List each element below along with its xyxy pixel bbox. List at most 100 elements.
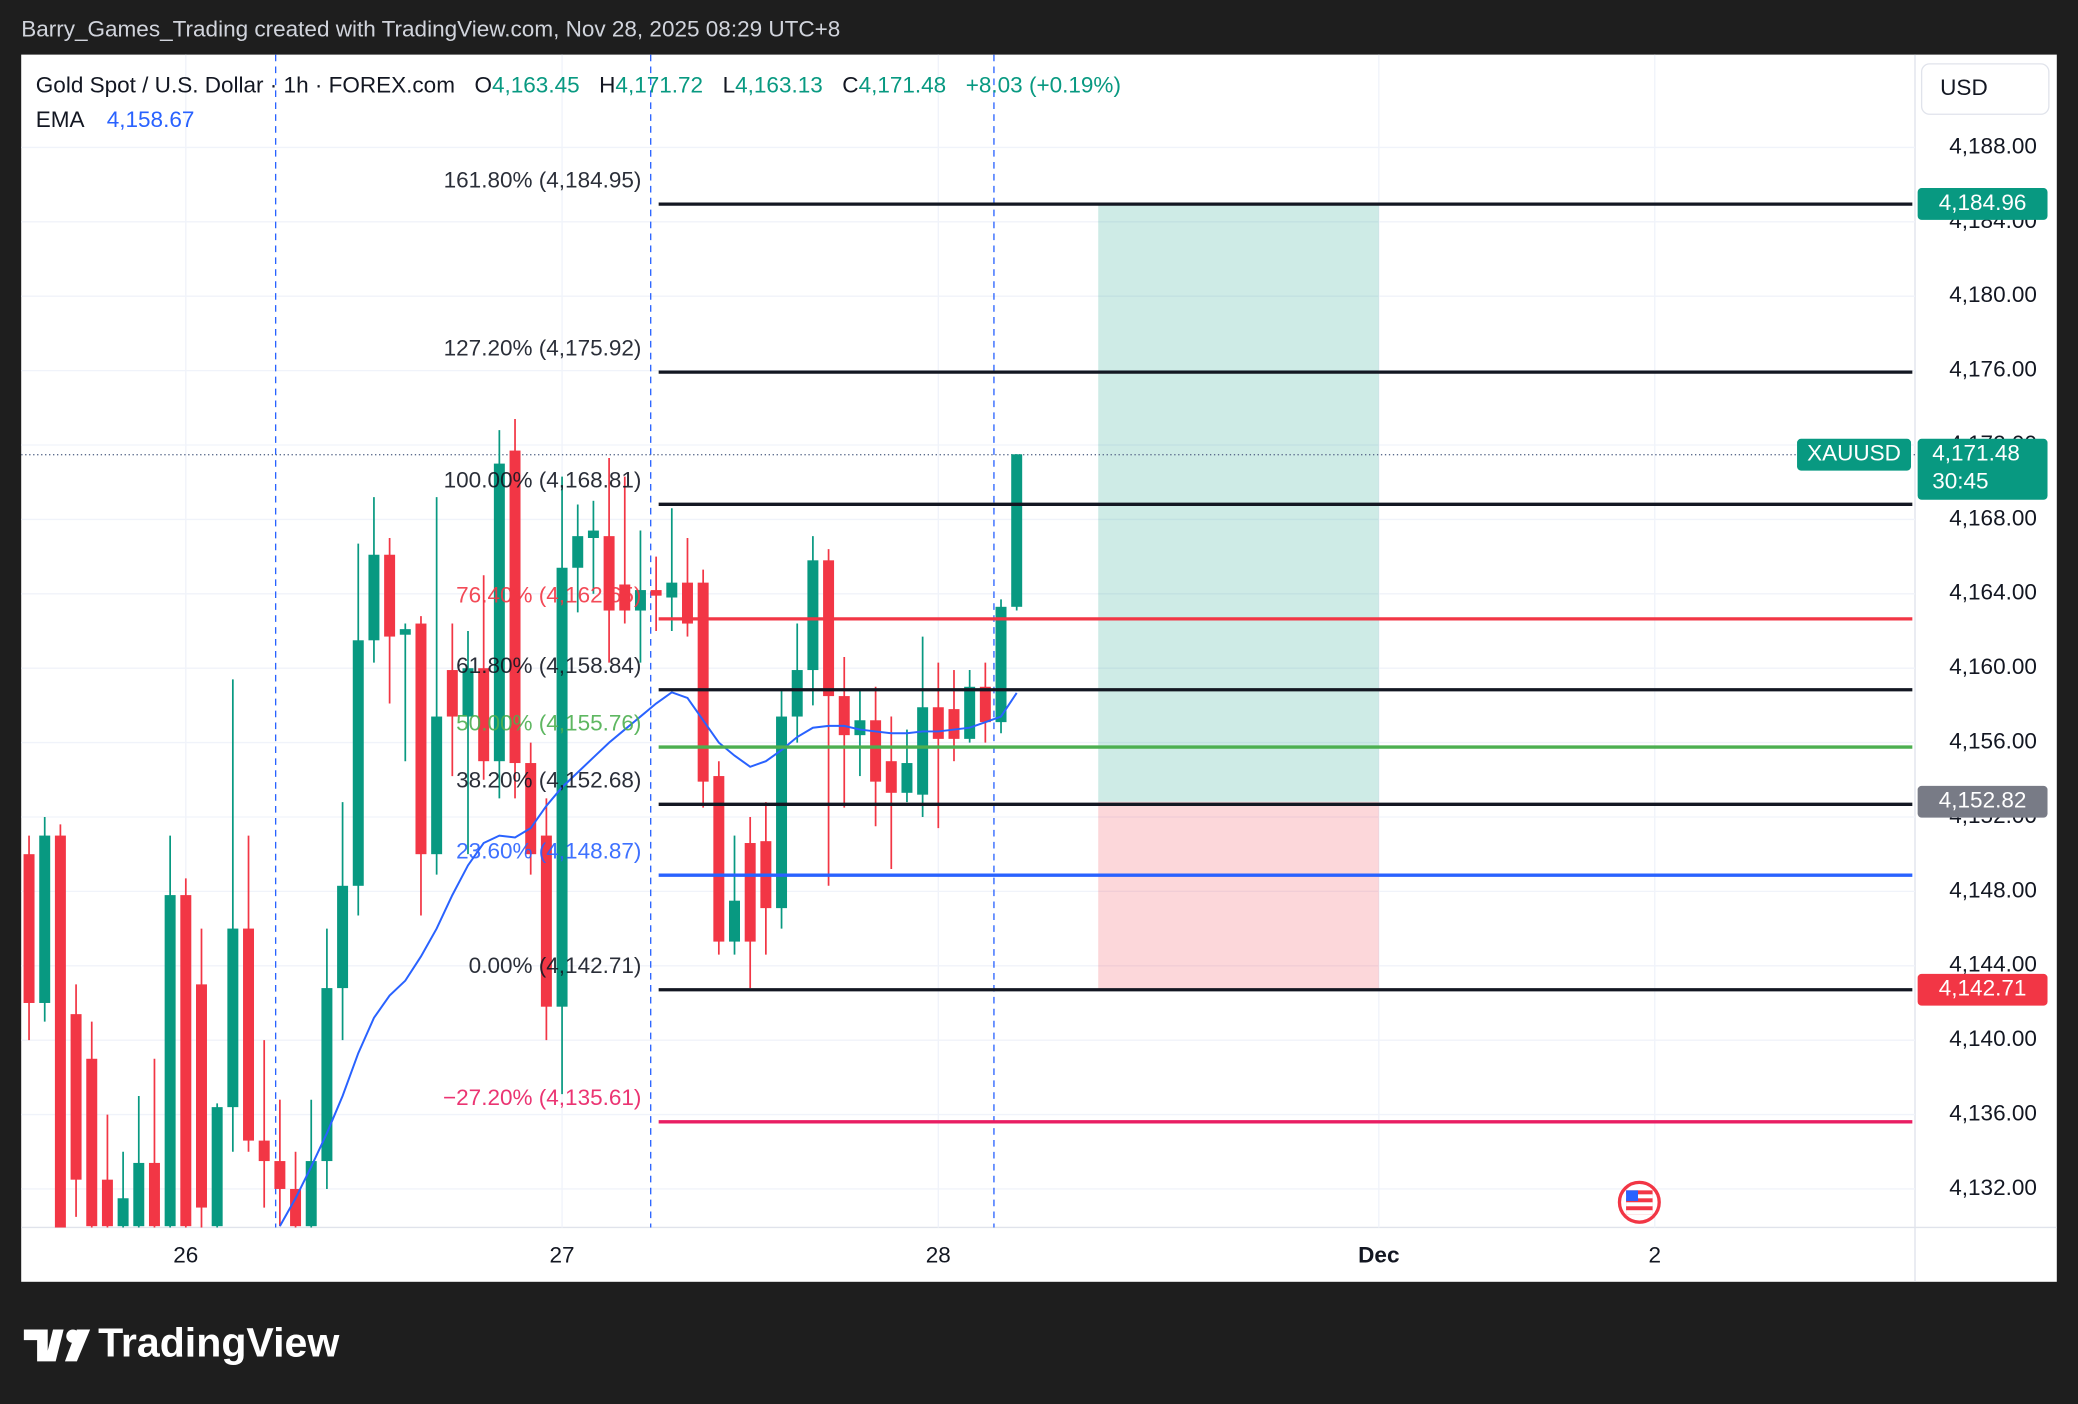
price-tag [1917,785,2048,818]
candle-body [39,835,51,1003]
x-tick-label: Dec [1358,1243,1399,1268]
close-value: 4,171.48 [859,72,947,97]
price-tag-label: 4,142.71 [1939,976,2027,1001]
candle-body [729,900,740,942]
candle-body [713,776,725,942]
candle-body [70,1014,82,1180]
brand-mark [23,1329,64,1362]
y-tick-label: 4,180.00 [1949,282,2037,307]
y-tick-label: 4,132.00 [1949,1175,2037,1200]
y-tick-label: 4,140.00 [1949,1026,2037,1051]
candle-body [478,668,490,762]
fib-label: 50.00% (4,155.76) [456,710,641,735]
candle-body [415,623,427,855]
candle-body [776,716,788,909]
y-tick-label: 4,176.00 [1949,357,2037,382]
open-value: 4,163.45 [492,72,580,97]
fib-label: 100.00% (4,168.81) [444,468,642,493]
currency-label[interactable]: USD [1940,75,1988,100]
countdown-label: 30:45 [1932,468,1988,493]
change-value: +8.03 (+0.19%) [966,72,1121,97]
flag-stripe [1626,1194,1653,1199]
candle-body [979,686,991,723]
candle-body [446,670,458,717]
candle-body [227,928,239,1108]
close-label: C [842,72,858,97]
indicator-row: EMA 4,158.67 [36,107,195,132]
fib-label: 127.20% (4,175.92) [444,336,642,361]
event-flag[interactable] [1617,1180,1661,1224]
candle-body [791,670,803,717]
candle-body [540,835,552,1007]
candle-body [932,707,944,739]
currency-button-frame[interactable] [1920,63,2050,115]
flag-canton [1626,1190,1639,1201]
candle-body [180,895,192,1227]
candle-body [305,1161,317,1227]
legend-row: Gold Spot / U.S. Dollar · 1h · FOREX.com… [36,72,1121,97]
fib-label: 76.40% (4,162.65) [456,582,641,607]
candle-body [54,835,66,1228]
candle-body [117,1198,129,1227]
candle-body [838,696,850,736]
last-price-label: 4,171.48 [1932,441,2020,466]
attribution: Barry_Games_Trading created with Trading… [21,17,840,42]
candle-body [587,530,599,538]
candle-body [462,668,474,717]
candle-body [995,606,1007,723]
candle-body [274,1161,286,1189]
y-tick-label: 4,156.00 [1949,729,2037,754]
candle-body [493,463,505,762]
candle-body [384,554,396,637]
y-tick-label: 4,168.00 [1949,505,2037,530]
candle-body [337,885,349,989]
candle-body [164,895,176,1227]
currency-button[interactable]: USD [1920,63,2050,115]
candle-body [807,560,819,671]
fib-label: 38.20% (4,152.68) [456,768,641,793]
indicator-value: 4,158.67 [107,107,195,132]
overlay: 161.80% (4,184.95) 127.20% (4,175.92) 100.… [443,168,1913,1124]
last-price-tag [1917,438,2048,500]
candle-body [86,1058,98,1227]
candle-body [211,1107,223,1227]
fib-label: 61.80% (4,158.84) [456,653,641,678]
candle-body [823,560,835,697]
candle-body [634,590,646,611]
candle-body [1011,454,1023,607]
candle-body [948,709,960,739]
indicator-name: EMA [36,107,85,132]
brand: TradingView [23,1319,340,1365]
symbol-tag [1797,438,1912,471]
candle-body [431,716,443,855]
candle-body [917,707,929,795]
candle-body [964,686,976,739]
candle-body [901,763,913,793]
candle-body [133,1162,145,1227]
y-tick-label: 4,148.00 [1949,877,2037,902]
legend: Gold Spot / U.S. Dollar · 1h · FOREX.com… [36,72,1121,131]
high-value: 4,171.72 [615,72,703,97]
candle-body [196,984,207,1208]
candle-body [885,761,897,793]
high-label: H [599,72,615,97]
x-tick-label: 2 [1648,1243,1661,1268]
candle-body [744,843,756,942]
brand-logo: TradingView [98,1319,340,1365]
open-label: O [474,72,492,97]
candle-body [509,450,521,764]
y-tick-label: 4,136.00 [1949,1101,2037,1126]
y-tick-label: 4,160.00 [1949,654,2037,679]
candle-body [290,1188,302,1227]
price-tag-label: 4,184.96 [1939,190,2027,215]
flag-stripe [1626,1202,1653,1207]
candle-body [603,536,615,611]
brand-mark [64,1329,91,1362]
candle-body [148,1162,160,1227]
price-tag [1917,973,2048,1006]
price-tag [1917,188,2048,220]
candle-body [870,720,882,782]
ema-line [279,691,1018,1227]
